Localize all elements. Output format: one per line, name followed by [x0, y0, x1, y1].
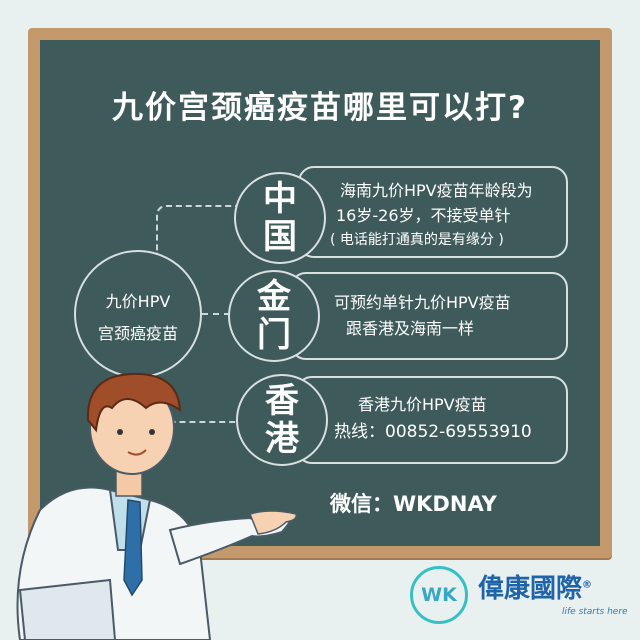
city-circle-kinmen: 金门 [228, 270, 320, 362]
doctor-hand [248, 510, 298, 535]
doctor-eye-left [117, 429, 123, 435]
row-hongkong-line2: 热线：00852-69553910 [334, 422, 532, 442]
row-china-line1: 海南九价HPV疫苗年龄段为 [340, 181, 533, 200]
city-label-china: 中国 [263, 179, 297, 257]
city-circle-china: 中国 [234, 172, 326, 264]
doctor-book [18, 578, 117, 640]
row-china-line2: 16岁-26岁，不接受单针 [336, 206, 511, 225]
logo-tagline: life starts here [562, 607, 628, 617]
city-label-hongkong: 香港 [265, 381, 299, 459]
doctor-illustration [16, 372, 298, 640]
connector-middle [202, 313, 252, 315]
page-title: 九价宫颈癌疫苗哪里可以打? [112, 90, 528, 126]
doctor-tie [123, 499, 143, 597]
city-circle-hongkong: 香港 [236, 374, 328, 466]
row-kinmen-line1: 可预约单针九价HPV疫苗 [334, 293, 511, 312]
doctor-mouth [127, 449, 147, 456]
connector-top [156, 205, 258, 255]
logo-name-text: 偉康國際 [478, 574, 583, 604]
logo-mark: WK [410, 566, 468, 624]
wechat-id: 微信：WKDNAY [330, 492, 497, 516]
doctor-eye-right [149, 429, 155, 435]
registered-mark: ® [582, 579, 593, 591]
city-label-kinmen: 金门 [257, 277, 291, 355]
hub-label-line2: 宫颈癌疫苗 [97, 324, 178, 343]
hub-label-line1: 九价HPV [105, 292, 171, 311]
row-china-line3: ( 电话能打通真的是有缘分 ) [330, 232, 504, 248]
logo-name: 偉康國際® [478, 568, 592, 605]
doctor-hair [86, 372, 182, 433]
brand-logo: WK 偉康國際® life starts here [410, 562, 630, 632]
row-hongkong-line1: 香港九价HPV疫苗 [358, 395, 487, 414]
row-kinmen-line2: 跟香港及海南一样 [346, 319, 475, 338]
